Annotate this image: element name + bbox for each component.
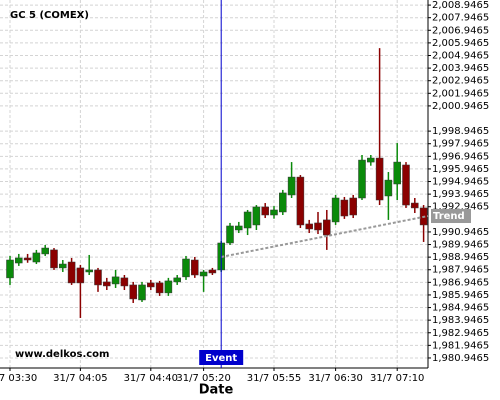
x-tick-label: 31/7 03:30 — [0, 373, 37, 384]
candle-body — [367, 157, 375, 163]
candle-body — [393, 161, 401, 185]
candle-body — [331, 197, 340, 223]
candle-body — [314, 222, 322, 231]
y-tick-label: 2,007.9465 — [432, 13, 489, 24]
trend-line — [221, 215, 429, 258]
y-tick-label: 1,988.9465 — [432, 252, 489, 263]
y-tick-label: 1,982.9465 — [432, 328, 489, 339]
y-tick-label: 1,980.9465 — [432, 353, 489, 364]
y-tick-label: 1,987.9465 — [432, 265, 489, 276]
candle-body — [349, 197, 357, 216]
trend-label: Trend — [433, 211, 465, 222]
candle-body — [120, 277, 129, 287]
candle-body — [59, 263, 67, 269]
candle-body — [191, 259, 199, 276]
candle-body — [358, 159, 366, 199]
y-tick-label: 2,005.9465 — [432, 38, 489, 49]
y-tick-label: 1,985.9465 — [432, 290, 489, 301]
candle-body — [15, 257, 23, 264]
y-tick-label: 1,989.9465 — [432, 240, 489, 251]
y-tick-label: 1,995.9465 — [432, 164, 489, 175]
y-tick-label: 2,006.9465 — [432, 25, 489, 36]
candle-body — [375, 157, 384, 201]
candle-body — [323, 219, 331, 236]
y-tick-label: 1,994.9465 — [432, 177, 489, 188]
candle-body — [94, 269, 102, 286]
candle-body — [252, 206, 261, 226]
candle-body — [23, 257, 32, 261]
y-tick-label: 2,002.9465 — [432, 76, 489, 87]
event-label-box — [199, 350, 244, 365]
candle-body — [411, 202, 419, 209]
candle-body — [384, 179, 393, 197]
candle-body — [270, 209, 278, 216]
candle-body — [164, 280, 173, 294]
y-tick-label: 1,996.9465 — [432, 151, 489, 162]
candle-body — [41, 247, 49, 255]
candle-body — [147, 282, 155, 288]
candle-body — [340, 199, 349, 217]
candle-body — [50, 249, 58, 269]
candle-body — [296, 176, 305, 226]
candle-body — [129, 284, 137, 300]
candle-body — [155, 282, 164, 294]
candle-body — [138, 284, 146, 301]
y-tick-label: 2,003.9465 — [432, 63, 489, 74]
event-label: Event — [205, 353, 237, 364]
y-tick-label: 1,992.9465 — [432, 202, 489, 213]
x-tick-label: 31/7 05:55 — [247, 373, 301, 384]
candle-body — [243, 211, 252, 229]
y-tick-label: 1,984.9465 — [432, 303, 489, 314]
y-tick-label: 1,993.9465 — [432, 189, 489, 200]
candle-body — [279, 192, 287, 213]
watermark: www.delkos.com — [15, 349, 109, 360]
trend-label-box — [431, 209, 471, 224]
y-tick-label: 1,997.9465 — [432, 139, 489, 150]
x-tick-label: 31/7 04:40 — [124, 373, 178, 384]
y-tick-label: 2,004.9465 — [432, 50, 489, 61]
candle-body — [111, 276, 120, 285]
candle-body — [182, 258, 190, 278]
candle-body — [67, 261, 76, 284]
candle-body — [199, 271, 208, 277]
y-tick-label: 2,000.9465 — [432, 101, 489, 112]
candle-body — [235, 225, 243, 231]
candle-body — [85, 269, 93, 273]
x-tick-label: 31/7 05:20 — [176, 373, 230, 384]
y-tick-label: 1,998.9465 — [432, 126, 489, 137]
y-tick-label: 1,983.9465 — [432, 315, 489, 326]
candle-body — [76, 267, 85, 284]
candle-body — [402, 164, 410, 206]
candle-body — [305, 223, 313, 230]
candle-body — [32, 252, 41, 263]
candle-body — [103, 281, 111, 287]
x-tick-label: 31/7 06:30 — [308, 373, 362, 384]
candle-body — [173, 277, 181, 283]
candle-body — [208, 269, 217, 274]
y-tick-label: 2,001.9465 — [432, 88, 489, 99]
candle-body — [261, 206, 269, 216]
y-tick-label: 1,986.9465 — [432, 277, 489, 288]
candle-body — [287, 176, 296, 196]
grid — [0, 0, 428, 368]
x-axis-title: Date — [199, 383, 234, 398]
x-tick-label: 31/7 07:10 — [370, 373, 424, 384]
candle-body — [226, 225, 234, 244]
y-tick-label: 2,008.9465 — [432, 0, 489, 11]
x-tick-label: 31/7 04:05 — [53, 373, 107, 384]
candle-body — [6, 259, 14, 279]
y-tick-label: 1,990.9465 — [432, 227, 489, 238]
y-tick-label: 1,981.9465 — [432, 340, 489, 351]
chart-title: GC 5 (COMEX) — [10, 10, 89, 21]
